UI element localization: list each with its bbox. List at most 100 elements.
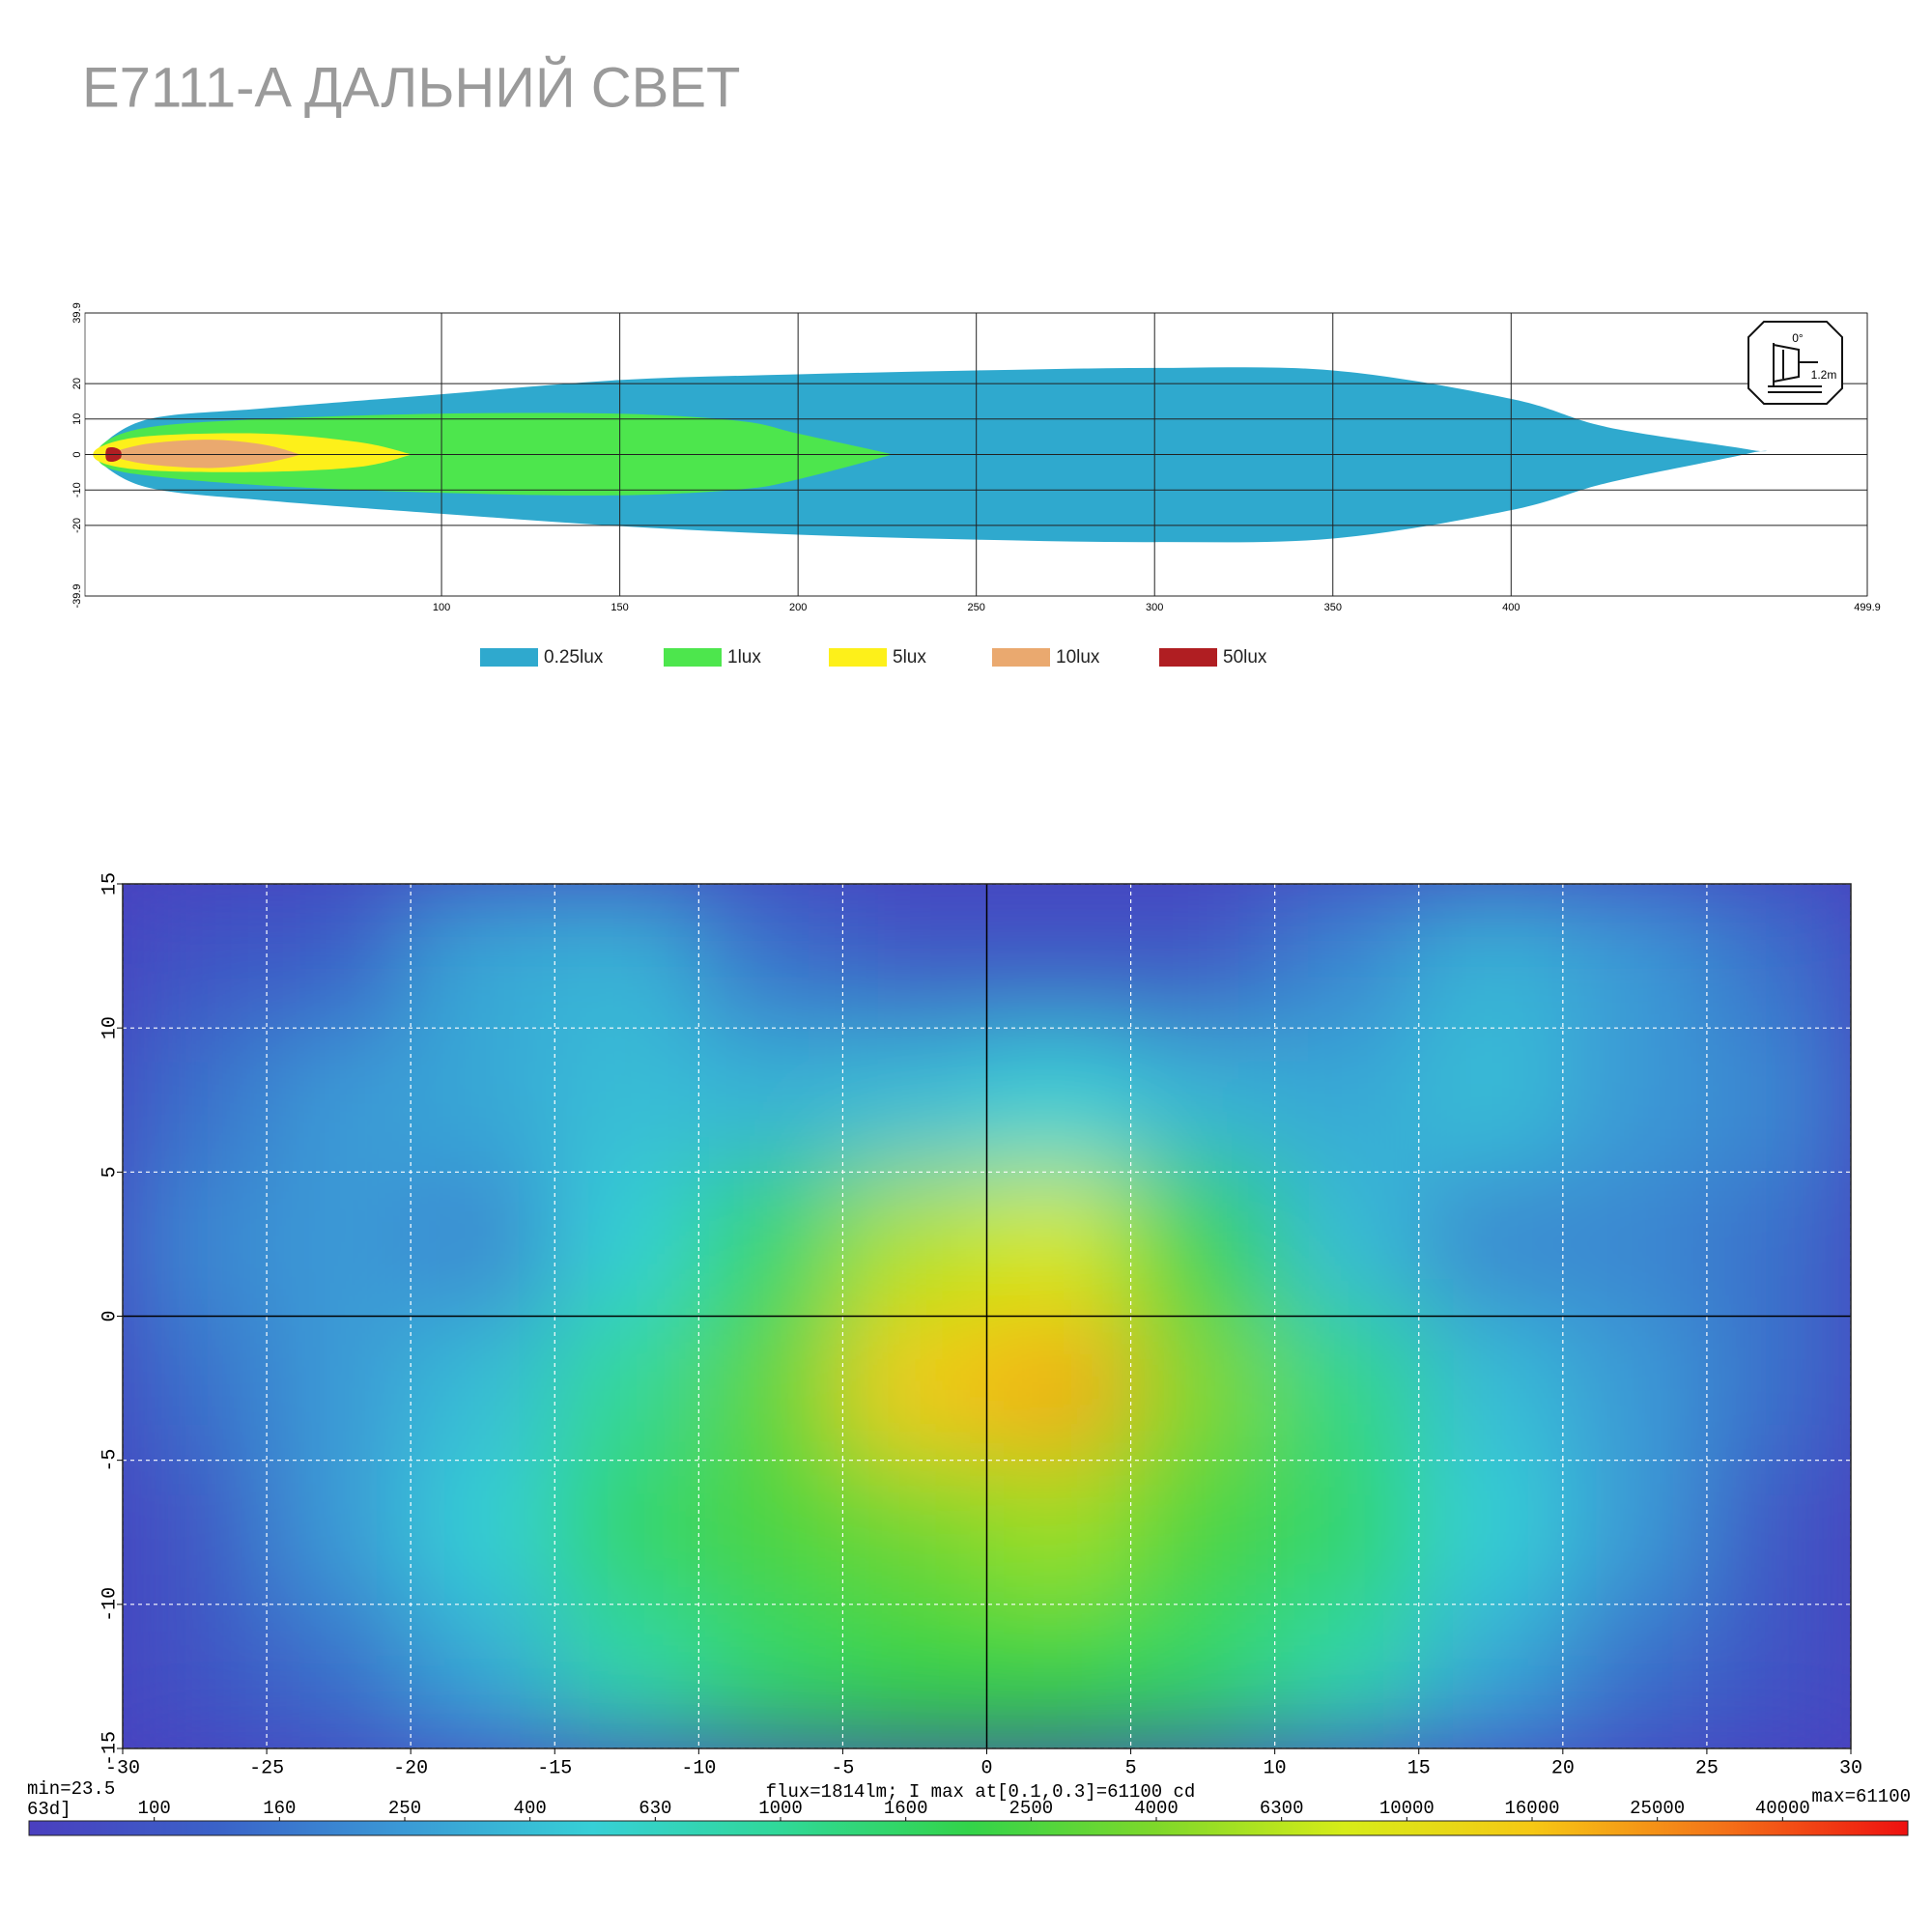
heatmap-cell (1706, 1316, 1851, 1462)
x-tick-label: 20 (1551, 1757, 1575, 1779)
x-tick-label: 499.9 (1854, 602, 1881, 613)
heatmap-cell (1418, 1316, 1564, 1462)
label-fragment: 63d] (27, 1799, 71, 1820)
heatmap-cell (123, 884, 268, 1029)
x-tick-label: 5 (1125, 1757, 1137, 1779)
heatmap-cell (1274, 1171, 1420, 1317)
heatmap-cell (841, 1027, 987, 1173)
colorbar-tick-label: 1600 (884, 1798, 928, 1819)
heatmap-cell (1706, 1604, 1851, 1748)
heatmap-cell (1274, 1460, 1420, 1605)
heatmap-cell (1706, 1460, 1851, 1605)
y-tick-label: 10 (71, 413, 83, 425)
heatmap-cell (410, 1460, 555, 1605)
isolux-contour (106, 440, 301, 469)
colorbar-tick-label: 2500 (1009, 1798, 1054, 1819)
x-tick-label: 200 (789, 602, 807, 613)
y-tick-label: -5 (99, 1449, 121, 1472)
heatmap-cell (1562, 1460, 1708, 1605)
heatmap-cell (410, 1316, 555, 1462)
heatmap-cell (697, 1171, 843, 1317)
heatmap-cell (697, 884, 843, 1029)
min-label: min=23.5 (27, 1778, 115, 1800)
heatmap-cell (266, 884, 412, 1029)
isolux-chart: 100 150 200 250 300 350 400 499.9 -39.9 -20 -10 0 10… (71, 302, 1881, 668)
heatmap-cell (697, 1316, 843, 1462)
heatmap-cell (1418, 1171, 1564, 1317)
y-tick-label: 20 (71, 378, 83, 389)
x-tick-label: 25 (1695, 1757, 1719, 1779)
legend-swatch (664, 648, 722, 667)
x-tick-label: -5 (831, 1757, 854, 1779)
heatmap-cell (266, 1604, 412, 1748)
legend-label: 0.25lux (544, 647, 604, 668)
heatmap-cell (841, 1460, 987, 1605)
heatmap-cell (410, 1604, 555, 1748)
heatmap-cell (841, 884, 987, 1029)
heatmap-cell (986, 1027, 1132, 1173)
y-tick-label: 15 (99, 872, 121, 895)
legend-swatch (1159, 648, 1217, 667)
icon-height: 1.2m (1811, 368, 1837, 382)
heatmap-cell (1130, 1316, 1276, 1462)
x-tick-label: 30 (1839, 1757, 1862, 1779)
heatmap-cell (986, 1316, 1132, 1462)
heatmap-cell (123, 1027, 268, 1173)
heatmap-cell (1418, 1604, 1564, 1748)
heatmap-cell (1418, 1460, 1564, 1605)
heatmap-cell (266, 1316, 412, 1462)
heatmap-cell (123, 1460, 268, 1605)
heatmap-cell (1130, 1460, 1276, 1605)
legend-label: 50lux (1223, 647, 1267, 668)
mounting-icon: 0° 1.2m (1747, 321, 1843, 405)
heatmap-cell (1706, 884, 1851, 1029)
heatmap-cell (410, 884, 555, 1029)
y-tick-label: 0 (71, 451, 83, 457)
colorbar-tick-label: 630 (639, 1798, 671, 1819)
heatmap-cell (1418, 1027, 1564, 1173)
heatmap-cell (1706, 1027, 1851, 1173)
heatmap-cell (554, 1171, 699, 1317)
x-tick-label: -15 (537, 1757, 572, 1779)
heatmap-cell (554, 1460, 699, 1605)
x-tick-label: 150 (611, 602, 628, 613)
legend-label: 1lux (727, 647, 761, 668)
legend-swatch (829, 648, 887, 667)
colorbar-tick-label: 1000 (758, 1798, 803, 1819)
x-tick-label: 300 (1146, 602, 1163, 613)
heatmap-blur (123, 884, 1851, 1748)
x-tick-label: 350 (1324, 602, 1342, 613)
heatmap-cell (1562, 1027, 1708, 1173)
colorbar-tick-label: 16000 (1504, 1798, 1559, 1819)
heatmap-cell (554, 884, 699, 1029)
heatmap-cell (697, 1027, 843, 1173)
page-title: E7111-A ДАЛЬНИЙ СВЕТ (82, 56, 740, 119)
y-tick-label: -10 (99, 1587, 121, 1622)
heatmap-cell (1130, 1171, 1276, 1317)
heatmap-cell (266, 1171, 412, 1317)
heatmap-cell (123, 1604, 268, 1748)
x-tick-label: 15 (1407, 1757, 1431, 1779)
colorbar-tick-label: 10000 (1379, 1798, 1435, 1819)
x-tick-label: -20 (393, 1757, 428, 1779)
colorbar-tick-label: 40000 (1755, 1798, 1810, 1819)
x-tick-label: 100 (433, 602, 450, 613)
heatmap-cell (1418, 884, 1564, 1029)
colorbar (28, 1820, 1909, 1836)
y-tick-label: -39.9 (71, 583, 83, 608)
heatmap-cell (266, 1027, 412, 1173)
heatmap-cell (1130, 1604, 1276, 1748)
x-tick-label: 10 (1264, 1757, 1287, 1779)
heatmap-cells (123, 884, 1851, 1748)
heatmap-cell (841, 1171, 987, 1317)
heatmap-cell (697, 1460, 843, 1605)
y-tick-label: -20 (71, 518, 83, 533)
y-tick-label: -10 (71, 482, 83, 497)
heatmap-cell (1562, 884, 1708, 1029)
heatmap-cell (410, 1027, 555, 1173)
heatmap-cell (986, 884, 1132, 1029)
y-tick-label: 39.9 (71, 302, 83, 323)
heatmap-cell (986, 1171, 1132, 1317)
y-tick-label: -15 (99, 1731, 121, 1766)
